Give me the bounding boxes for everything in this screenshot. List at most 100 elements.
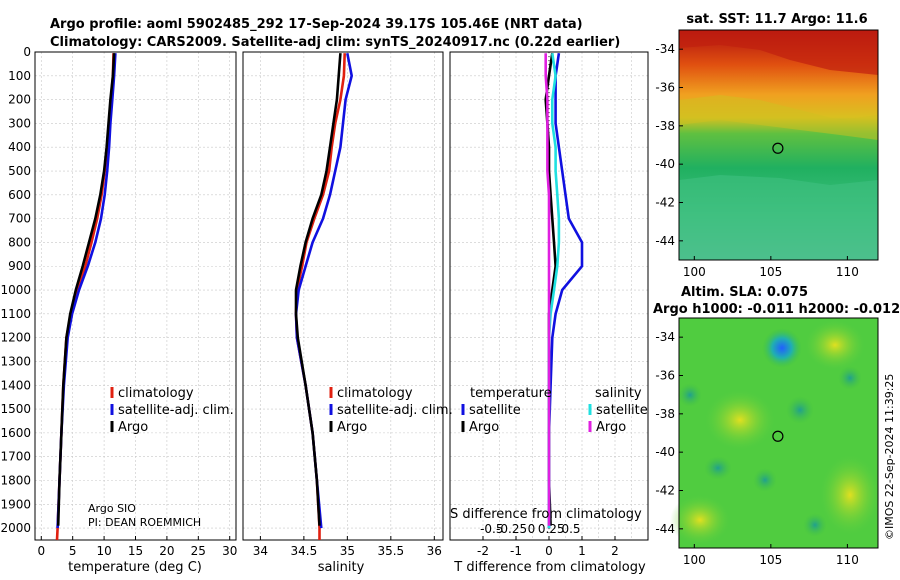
header-line2: Climatology: CARS2009. Satellite-adj cli…: [50, 35, 620, 50]
y-tick-label: 1000: [0, 283, 31, 297]
s-tick-label: 0.25: [538, 522, 565, 536]
sst-warm-region: [679, 30, 878, 75]
y-tick-label: 2000: [0, 521, 31, 535]
sst-map-frame: [678, 29, 879, 261]
s-tick-label: -0.25: [496, 522, 527, 536]
map-y-tick-label: -38: [655, 119, 675, 133]
map-y-tick-label: -42: [655, 484, 675, 498]
map-y-tick-label: -44: [655, 234, 675, 248]
x-tick-label: 0: [545, 544, 553, 558]
legend-label-climatology: climatology: [337, 386, 413, 401]
argo-position-marker: [772, 430, 784, 442]
temperature-legend: climatology satellite-adj. clim. Argo Ar…: [88, 386, 234, 529]
salinity-panel: 34 34.5 35 35.5 36: [242, 51, 444, 558]
legend-label-argo: Argo: [337, 420, 367, 435]
x-tick-label: 35.5: [377, 544, 404, 558]
y-tick-label: 1700: [0, 450, 31, 464]
series-line-argo: [294, 53, 342, 526]
sla-low-2: [786, 396, 814, 424]
panel-frame: [242, 51, 444, 541]
y-tick-label: 1500: [0, 402, 31, 416]
y-tick-label: 800: [8, 235, 31, 249]
x-axis-label-difference: T difference from climatology: [453, 560, 646, 575]
sla-low-7: [803, 513, 827, 537]
sla-map-subtitle: Argo h1000: -0.011 h2000: -0.012: [653, 302, 900, 317]
sla-high-4: [670, 495, 730, 545]
series-line-climatology: [55, 53, 115, 541]
sla-low-5: [753, 468, 777, 492]
sla-low-3: [838, 366, 862, 390]
series-line-satellite-adj-clim-: [56, 53, 117, 529]
map-y-tick-label: -38: [655, 407, 675, 421]
series-line-argo: [56, 53, 116, 526]
salinity-legend: climatology satellite-adj. clim. Argo: [329, 386, 453, 435]
x-tick-label: 25: [191, 544, 206, 558]
sla-high-1: [805, 320, 865, 370]
y-tick-label: 400: [8, 140, 31, 154]
map-x-tick-label: 100: [683, 265, 706, 279]
y-tick-label: 900: [8, 259, 31, 273]
series-line-salinity-argo: [544, 53, 551, 526]
s-diff-axis-label: S difference from climatology: [450, 507, 642, 522]
legend-title-salinity: salinity: [595, 386, 642, 401]
x-tick-label: 10: [96, 544, 111, 558]
x-tick-label: 1: [578, 544, 586, 558]
y-tick-label: 1800: [0, 473, 31, 487]
y-tick-label: 700: [8, 212, 31, 226]
y-tick-label: 200: [8, 93, 31, 107]
annotation-argo-sio: Argo SIO: [88, 502, 136, 515]
map-y-tick-label: -34: [655, 330, 675, 344]
x-tick-label: 34: [253, 544, 268, 558]
sst-front: [679, 95, 878, 140]
imos-stamp: ©IMOS 22-Sep-2024 11:39:25: [883, 374, 896, 540]
legend-label-sal-argo: Argo: [596, 420, 626, 435]
y-tick-label: 1400: [0, 378, 31, 392]
y-tick-label: 600: [8, 188, 31, 202]
x-tick-label: 36: [427, 544, 442, 558]
x-tick-label: 2: [611, 544, 619, 558]
map-y-tick-label: -44: [655, 522, 675, 536]
header-line1: Argo profile: aoml 5902485_292 17-Sep-20…: [50, 17, 583, 32]
legend-label-satellite: satellite-adj. clim.: [118, 403, 234, 418]
sst-map-title: sat. SST: 11.7 Argo: 11.6: [686, 12, 867, 27]
sla-map-title: Altim. SLA: 0.075: [681, 285, 808, 300]
map-y-tick-label: -40: [655, 157, 675, 171]
legend-label-temp-satellite: satellite: [469, 403, 521, 418]
map-x-tick-label: 105: [759, 265, 782, 279]
y-tick-label: 300: [8, 116, 31, 130]
legend-label-satellite: satellite-adj. clim.: [337, 403, 453, 418]
sla-high-3: [820, 455, 880, 535]
y-tick-label: 1200: [0, 331, 31, 345]
y-tick-label: 1300: [0, 354, 31, 368]
x-tick-label: 20: [159, 544, 174, 558]
x-tick-label: 15: [128, 544, 143, 558]
map-y-tick-label: -36: [655, 369, 675, 383]
y-tick-label: 500: [8, 164, 31, 178]
difference-legend: temperature salinity satellite Argo sate…: [450, 386, 648, 522]
sst-map: sat. SST: 11.7 Argo: 11.6 100 105 110 -34 -3…: [655, 12, 879, 279]
s-tick-label: 0.5: [561, 522, 580, 536]
x-axis-label-temperature: temperature (deg C): [68, 560, 202, 575]
legend-label-sal-satellite: satellite: [596, 403, 648, 418]
map-x-tick-label: 110: [836, 553, 859, 567]
sla-low-6: [678, 383, 702, 407]
map-y-tick-label: -34: [655, 42, 675, 56]
map-x-tick-label: 110: [836, 265, 859, 279]
x-tick-label: 0: [37, 544, 45, 558]
y-tick-label: 1100: [0, 307, 31, 321]
map-y-tick-label: -36: [655, 81, 675, 95]
x-tick-label: -2: [477, 544, 489, 558]
x-axis-label-salinity: salinity: [318, 560, 365, 575]
x-tick-label: 5: [69, 544, 77, 558]
panel-frame: [34, 51, 237, 541]
sla-map: Altim. SLA: 0.075 Argo h1000: -0.011 h20…: [653, 285, 900, 567]
temperature-panel: 0 5 10 15 20 25 300100200300400500600700800900…: [0, 45, 237, 558]
difference-panel: -2 -1 0 1 2-0.5-0.25 0 0.250.5: [449, 51, 649, 558]
map-x-tick-label: 100: [683, 553, 706, 567]
map-y-tick-label: -42: [655, 196, 675, 210]
y-tick-label: 100: [8, 69, 31, 83]
y-tick-label: 1600: [0, 426, 31, 440]
argo-position-marker: [772, 142, 784, 154]
legend-label-argo: Argo: [118, 420, 148, 435]
